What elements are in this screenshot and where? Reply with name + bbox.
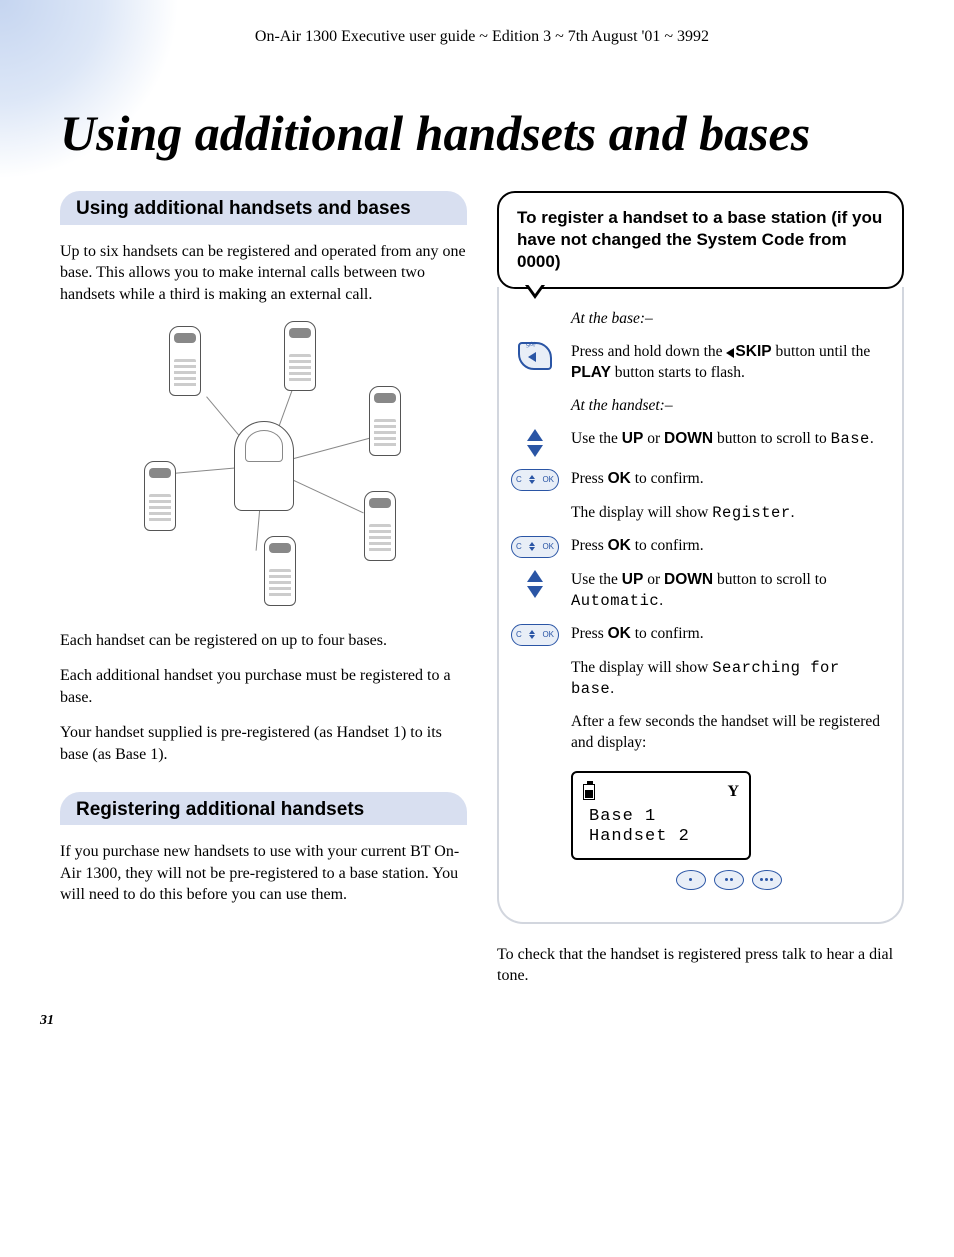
softkey-3-icon (752, 870, 782, 890)
lcd-display: Y Base 1 Handset 2 (571, 771, 751, 859)
ok-button-icon: COK (511, 624, 559, 646)
softkey-2-icon (714, 870, 744, 890)
up-down-icon (527, 429, 543, 457)
paragraph: Each handset can be registered on up to … (60, 630, 467, 652)
step-text: After a few seconds the handset will be … (571, 712, 886, 754)
instruction-bubble: At the base:– Press and hold down the SK… (497, 287, 904, 924)
step-text: Use the UP or DOWN button to scroll to B… (571, 429, 886, 450)
handset-icon (284, 321, 316, 391)
step-text: Press OK to confirm. (571, 536, 886, 557)
context-label: At the base:– (571, 310, 653, 327)
section-heading-1: Using additional handsets and bases (60, 191, 467, 225)
step-text: Press OK to confirm. (571, 624, 886, 645)
step-text: The display will show Register. (571, 503, 886, 524)
section-heading-2: Registering additional handsets (60, 792, 467, 826)
ok-button-icon: COK (511, 469, 559, 491)
page-title: Using additional handsets and bases (60, 106, 904, 161)
step-text: Press OK to confirm. (571, 469, 886, 490)
lcd-line: Base 1 (589, 807, 739, 827)
handset-icon (364, 491, 396, 561)
paragraph: Your handset supplied is pre-registered … (60, 722, 467, 765)
lcd-line: Handset 2 (589, 827, 739, 847)
document-header: On-Air 1300 Executive user guide ~ Editi… (60, 28, 904, 46)
paragraph: Each additional handset you purchase mus… (60, 665, 467, 708)
step-text: Press and hold down the SKIP button unti… (571, 342, 886, 384)
antenna-icon: Y (727, 781, 739, 803)
softkey-1-icon (676, 870, 706, 890)
softkey-row (571, 870, 886, 890)
page-number: 31 (40, 1013, 54, 1029)
step-text: Use the UP or DOWN button to scroll to A… (571, 570, 886, 612)
battery-icon (583, 784, 595, 800)
paragraph: To check that the handset is registered … (497, 944, 904, 987)
step-text: The display will show Searching for base… (571, 658, 886, 700)
handset-icon (144, 461, 176, 531)
up-down-icon (527, 570, 543, 598)
handsets-diagram (114, 326, 414, 606)
callout-heading: To register a handset to a base station … (497, 191, 904, 289)
handset-icon (264, 536, 296, 606)
paragraph: Up to six handsets can be registered and… (60, 241, 467, 306)
ok-button-icon: COK (511, 536, 559, 558)
left-column: Using additional handsets and bases Up t… (60, 191, 467, 1001)
base-unit-icon (234, 421, 294, 511)
handset-icon (369, 386, 401, 456)
paragraph: If you purchase new handsets to use with… (60, 841, 467, 906)
right-column: To register a handset to a base station … (497, 191, 904, 1001)
context-label: At the handset:– (571, 397, 673, 414)
skip-button-icon (518, 342, 552, 370)
handset-icon (169, 326, 201, 396)
